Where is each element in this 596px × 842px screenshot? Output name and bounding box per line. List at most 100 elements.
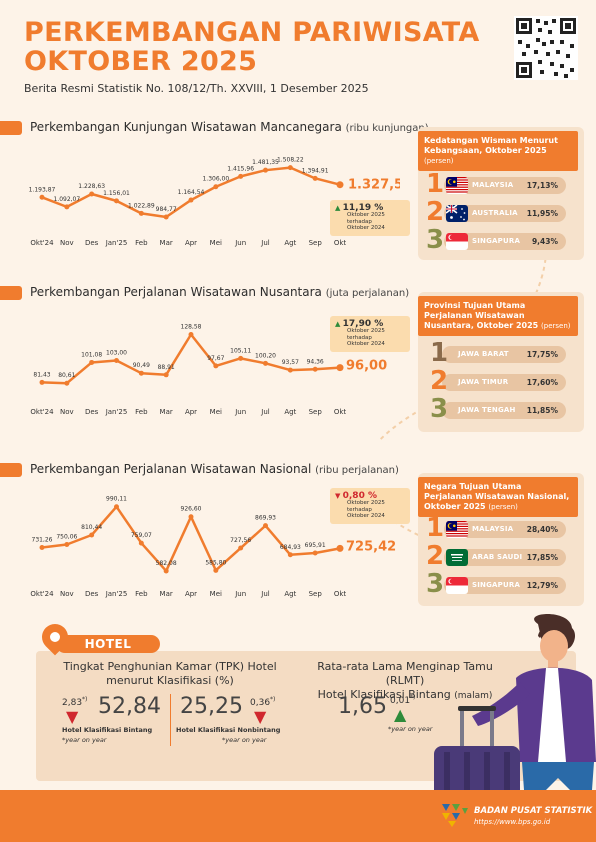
rank-number: 1: [426, 513, 445, 543]
x-tick-label: Agt: [284, 590, 296, 598]
rank-name: SINGAPURA: [472, 581, 521, 589]
nonbintang-change: 0,36*): [250, 696, 275, 708]
up-arrow-icon: ▲: [335, 204, 341, 212]
section-marker: [0, 463, 22, 477]
x-tick-label: Mar: [160, 408, 173, 416]
callout-pct: 17,90 %: [342, 319, 384, 329]
section-title-text: Perkembangan Perjalanan Wisatawan Nasion…: [30, 462, 312, 476]
rank-name: ARAB SAUDI: [472, 553, 523, 561]
x-tick-label: Okt: [334, 239, 347, 247]
rank-row-1: 1 MALAYSIA 28,40%: [426, 513, 568, 543]
x-tick-label: Jun: [234, 239, 246, 247]
data-label: 1.508,22: [277, 157, 304, 164]
data-point: [64, 380, 70, 386]
data-point: [114, 504, 119, 510]
data-point: [89, 191, 95, 197]
data-label: 585,80: [205, 559, 226, 566]
data-point: [114, 198, 119, 204]
x-tick-label: Nov: [60, 590, 74, 598]
data-label: 1.481,35: [252, 159, 279, 166]
callout-line1: Oktober 2025: [347, 328, 385, 334]
australia-flag-icon: [446, 205, 468, 222]
x-tick-label: Feb: [135, 239, 148, 247]
bintang-change-sup: *): [82, 696, 88, 703]
data-point: [39, 379, 45, 385]
qr-code-icon[interactable]: [514, 16, 578, 80]
data-label: 103,00: [106, 349, 127, 356]
hotel-tab: HOTEL: [56, 635, 160, 653]
section-unit: (ribu kunjungan): [345, 123, 429, 134]
x-tick-label: Des: [85, 590, 99, 598]
x-tick-label: Feb: [135, 408, 148, 416]
rank-pill: [444, 577, 566, 594]
data-label: 869,93: [255, 515, 276, 522]
panel-wisman: Kedatangan Wisman Menurut Kebangsaan, Ok…: [418, 127, 584, 260]
rank-pill: [444, 205, 566, 222]
data-label: 1.228,63: [78, 183, 105, 190]
data-point: [64, 542, 70, 548]
x-tick-label: Jul: [260, 408, 270, 416]
rank-row-2: 2 JAWA TIMUR 17,60%: [426, 366, 568, 396]
panel-wisnus: Provinsi Tujuan Utama Perjalanan Wisataw…: [418, 292, 584, 432]
data-label: 1.415,96: [227, 165, 254, 172]
data-label: 984,77: [156, 206, 177, 213]
data-point: [138, 370, 144, 376]
rlmt-title-line1: Rata-rata Lama Menginap Tamu (RLMT): [317, 660, 493, 687]
callout-line2: terhadap: [347, 334, 372, 341]
data-point: [336, 544, 344, 552]
rank-number: 3: [430, 394, 449, 424]
nonbintang-change-sup: *): [270, 696, 276, 703]
data-point: [213, 184, 219, 190]
section-title-nusantara: Perkembangan Perjalanan Wisatawan Nusant…: [30, 285, 409, 299]
rank-row-1: 1 MALAYSIA 17,13%: [426, 169, 568, 199]
rank-name: JAWA TENGAH: [458, 406, 516, 414]
data-point: [263, 523, 268, 529]
panel-title: Provinsi Tujuan Utama Perjalanan Wisataw…: [424, 301, 539, 330]
rank-name: AUSTRALIA: [472, 209, 518, 217]
x-tick-label: Feb: [135, 590, 148, 598]
data-point: [238, 173, 244, 179]
x-tick-label: Nov: [60, 408, 74, 416]
callout-pct: 11,19 %: [342, 203, 384, 213]
rank-value: 11,85%: [526, 406, 558, 415]
rank-number: 2: [426, 541, 445, 571]
rank-value: 28,40%: [526, 525, 558, 534]
bps-url[interactable]: https://www.bps.go.id: [474, 818, 551, 826]
data-label: 88,91: [158, 364, 175, 371]
rank-value: 17,60%: [526, 378, 558, 387]
rank-name: MALAYSIA: [472, 181, 514, 189]
x-tick-label: Sep: [309, 408, 323, 416]
data-point: [39, 194, 45, 200]
data-label: 695,91: [305, 542, 326, 549]
x-tick-label: Mar: [160, 590, 173, 598]
footer: [0, 790, 596, 842]
data-point: [163, 568, 169, 574]
data-label: 810,44: [81, 524, 102, 531]
data-label: 1.156,01: [103, 190, 130, 197]
callout-line2: terhadap: [347, 506, 372, 513]
section-marker: [0, 121, 22, 135]
data-label: 1.394,91: [302, 167, 329, 174]
callout-mancanegara: ▲ 11,19 % Oktober 2025 terhadap Oktober …: [330, 200, 410, 236]
rank-row-3: 3 SINGAPURA 9,43%: [426, 225, 568, 255]
x-tick-label: Mei: [210, 239, 222, 247]
data-point: [89, 532, 95, 538]
rank-pill: [442, 374, 566, 391]
data-label: 1.193,87: [29, 186, 56, 193]
rank-number: 3: [426, 569, 445, 599]
callout-pct: 0,80 %: [342, 491, 377, 501]
data-point: [188, 197, 194, 203]
data-label: 1.327,52: [348, 178, 400, 193]
data-label: 1.306,00: [202, 176, 229, 183]
singapura-flag-icon: [446, 577, 468, 594]
bintang-note: *year on year: [62, 736, 107, 744]
section-title-mancanegara: Perkembangan Kunjungan Wisatawan Mancane…: [30, 120, 429, 134]
nonbintang-note: *year on year: [222, 736, 267, 744]
panel-wisnas: Negara Tujuan Utama Perjalanan Wisatawan…: [418, 473, 584, 606]
rank-value: 12,79%: [526, 581, 558, 590]
x-tick-label: Des: [85, 239, 99, 247]
bintang-label: Hotel Klasifikasi Bintang: [62, 726, 153, 734]
data-label: 759,07: [131, 532, 152, 539]
nonbintang-value: 25,25: [180, 694, 243, 719]
arab-saudi-flag-icon: [446, 549, 468, 566]
